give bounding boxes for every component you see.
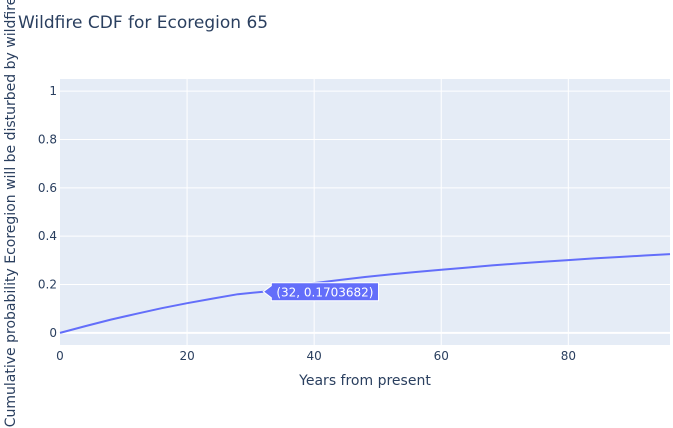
y-tick-labels: 0 0.2 0.4 0.6 0.8 1 <box>38 84 57 340</box>
hover-label: (32, 0.1703682) <box>276 286 373 300</box>
y-tick-label: 0 <box>49 326 57 340</box>
x-tick-label: 60 <box>434 349 449 363</box>
x-tick-label: 20 <box>179 349 194 363</box>
x-tick-label: 80 <box>561 349 576 363</box>
y-tick-label: 1 <box>49 84 57 98</box>
chart-title: Wildfire CDF for Ecoregion 65 <box>18 13 268 33</box>
x-tick-labels: 0 20 40 60 80 <box>56 349 576 363</box>
y-tick-label: 0.4 <box>38 229 57 243</box>
hover-tooltip: (32, 0.1703682) <box>262 282 379 302</box>
y-tick-label: 0.8 <box>38 132 57 146</box>
cdf-line[interactable] <box>59 253 671 334</box>
x-tick-label: 0 <box>56 349 64 363</box>
x-tick-label: 40 <box>307 349 322 363</box>
plot-background <box>60 79 670 345</box>
y-axis-title: Cumulative probability Ecoregion will be… <box>3 0 19 427</box>
hover-box <box>262 282 379 302</box>
y-tick-label: 0.6 <box>38 181 57 195</box>
y-tick-label: 0.2 <box>38 278 57 292</box>
series-layer <box>59 253 671 334</box>
x-axis-title: Years from present <box>298 373 431 389</box>
